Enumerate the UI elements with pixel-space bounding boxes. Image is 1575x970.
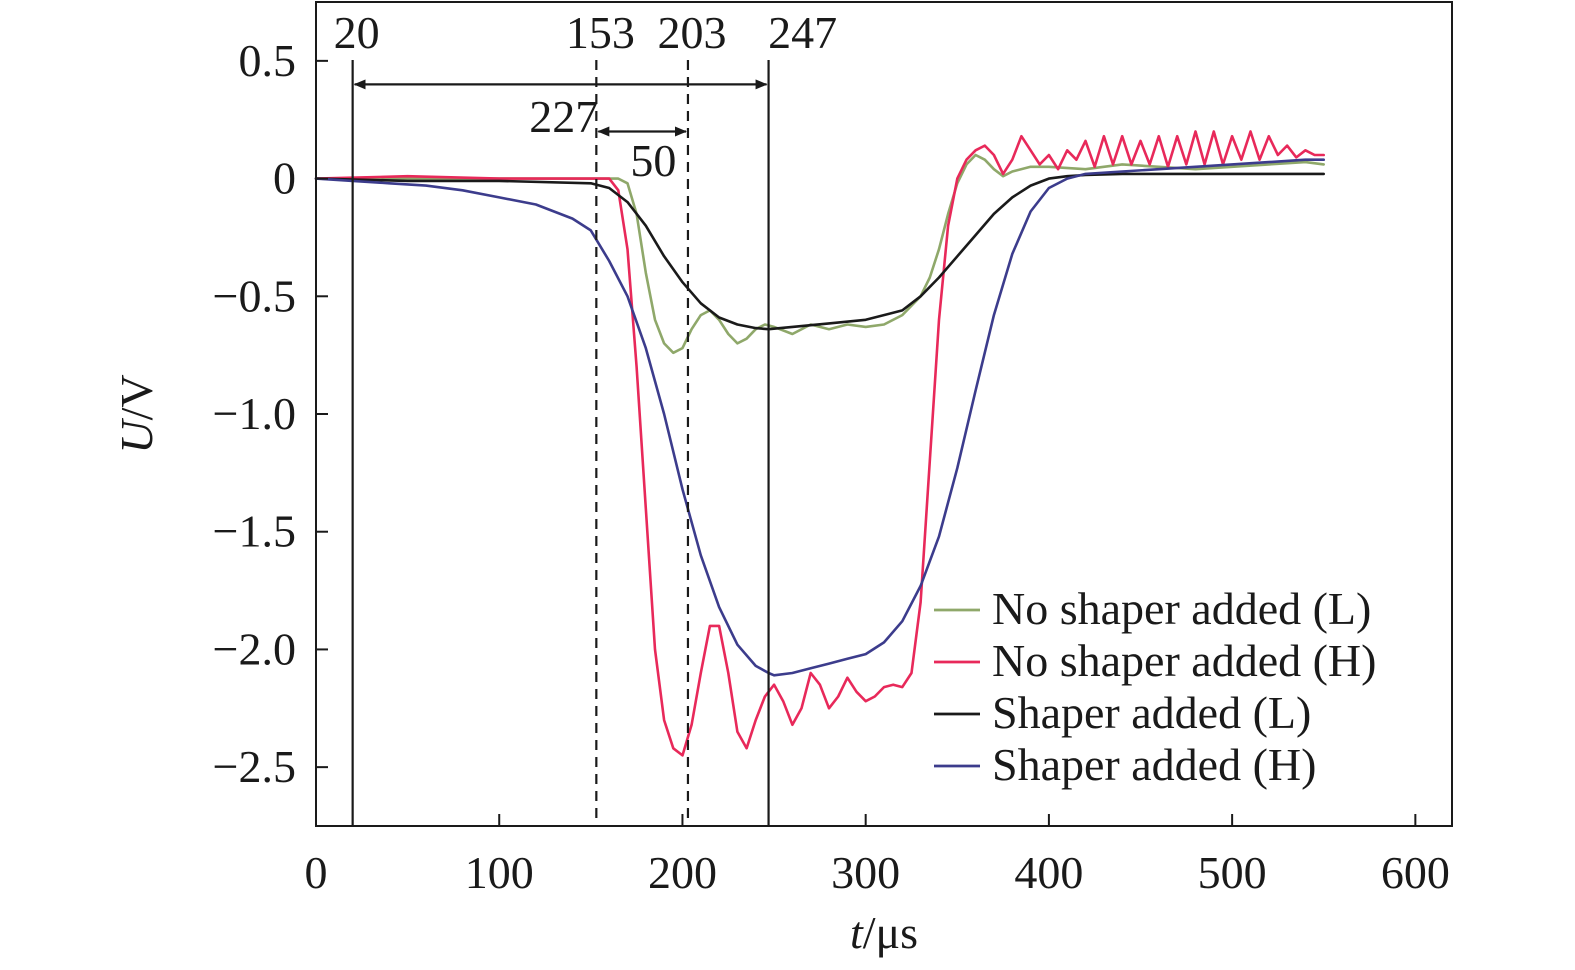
legend: No shaper added (L)No shaper added (H)Sh… <box>934 583 1376 790</box>
y-tick-label: −0.5 <box>213 270 296 321</box>
legend-label-3: Shaper added (L) <box>992 687 1311 738</box>
y-axis: 0.5 0 −0.5 −1.0 −1.5 −2.0 −2.5 <box>213 35 328 792</box>
marker-label-20: 20 <box>334 7 380 58</box>
marker-label-203: 203 <box>657 7 726 58</box>
x-axis: 0 100 200 300 400 500 600 <box>305 814 1450 898</box>
x-tick-label: 600 <box>1381 847 1450 898</box>
y-axis-unit: /V <box>111 374 162 420</box>
series-line-1 <box>314 153 1325 355</box>
interval-label-227: 227 <box>529 91 598 142</box>
x-tick-label: 400 <box>1014 847 1083 898</box>
x-tick-label: 500 <box>1198 847 1267 898</box>
y-tick-label: −1.0 <box>213 388 296 439</box>
y-tick-label: −2.0 <box>213 623 296 674</box>
x-axis-var: t <box>850 907 864 958</box>
series-line-4 <box>314 158 1325 677</box>
x-axis-title: t/μs <box>850 907 918 958</box>
marker-label-247: 247 <box>768 7 837 58</box>
series-line-3 <box>314 172 1325 331</box>
y-tick-label: −2.5 <box>213 741 296 792</box>
y-tick-label: −1.5 <box>213 506 296 557</box>
legend-label-1: No shaper added (L) <box>992 583 1371 634</box>
y-tick-label: 0.5 <box>239 35 297 86</box>
x-tick-label: 200 <box>648 847 717 898</box>
marker-label-153: 153 <box>566 7 635 58</box>
x-axis-unit: /μs <box>863 907 918 958</box>
x-tick-label: 300 <box>831 847 900 898</box>
y-axis-var: U <box>111 418 162 454</box>
legend-label-2: No shaper added (H) <box>992 635 1376 686</box>
series-line-2 <box>314 130 1325 757</box>
interval-label-50: 50 <box>630 135 676 186</box>
legend-label-4: Shaper added (H) <box>992 739 1316 790</box>
series-layer <box>314 130 1325 757</box>
x-tick-label: 0 <box>305 847 328 898</box>
y-axis-title: U/V <box>111 374 162 453</box>
marker-layer: 20 153 203 247 227 50 <box>334 7 837 826</box>
x-tick-label: 100 <box>465 847 534 898</box>
y-tick-label: 0 <box>273 153 296 204</box>
